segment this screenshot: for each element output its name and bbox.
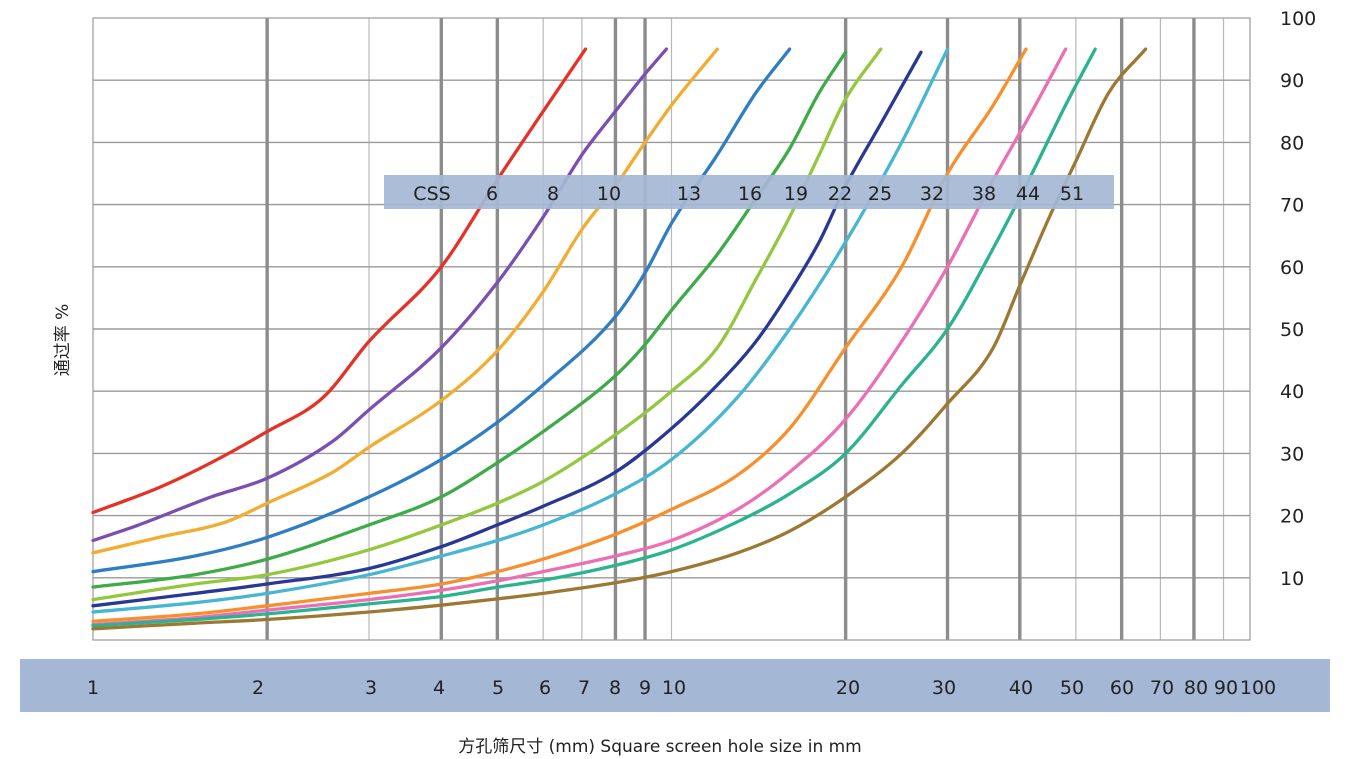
x-tick-label: 9 [639, 677, 651, 699]
x-axis-tick-labels: 1 2 3 4 5 6 7 8 9 10 20 30 40 50 60 70 80 90 100 [87, 677, 1276, 699]
x-tick-label: 5 [492, 677, 504, 699]
x-tick-label: 100 [1240, 677, 1276, 699]
series-line-44 [91, 47, 1097, 628]
x-tick-label: 40 [1009, 677, 1033, 699]
x-axis-title: 方孔筛尺寸 (mm) Square screen hole size in mm [458, 737, 862, 757]
series-line-19 [91, 47, 883, 602]
x-tick-label: 3 [365, 677, 377, 699]
css-size-label: 16 [738, 183, 762, 205]
y-tick-label: 50 [1280, 319, 1304, 341]
series-line-13 [91, 47, 792, 574]
y-tick-label: 90 [1280, 70, 1304, 92]
series-line-32 [91, 47, 1028, 623]
series-line-25 [91, 47, 950, 614]
y-tick-label: 30 [1280, 443, 1304, 465]
y-tick-label: 10 [1280, 568, 1304, 590]
y-tick-label: 40 [1280, 381, 1304, 403]
major-gridlines [265, 18, 1196, 640]
x-tick-label: 80 [1184, 677, 1208, 699]
x-tick-label: 7 [578, 677, 590, 699]
y-tick-label: 80 [1280, 132, 1304, 154]
y-tick-label: 60 [1280, 257, 1304, 279]
css-size-label: 19 [784, 183, 808, 205]
series-line-8 [91, 47, 669, 543]
x-tick-label: 50 [1060, 677, 1084, 699]
css-size-label: 25 [868, 183, 892, 205]
css-legend-band: CSS 6 8 10 13 16 19 22 25 32 38 44 51 [384, 175, 1114, 209]
css-size-label: 44 [1016, 183, 1040, 205]
y-axis-title: 通过率 % [53, 304, 73, 377]
css-size-label: 8 [547, 183, 559, 205]
y-tick-label: 20 [1280, 506, 1304, 528]
css-size-label: 10 [597, 183, 621, 205]
x-tick-label: 70 [1150, 677, 1174, 699]
y-tick-label: 70 [1280, 195, 1304, 217]
x-tick-label: 4 [433, 677, 445, 699]
x-tick-label: 10 [662, 677, 686, 699]
css-band-bg [384, 175, 1114, 209]
css-prefix-label: CSS [413, 183, 450, 205]
y-tick-label: 100 [1280, 8, 1316, 30]
x-tick-label: 60 [1110, 677, 1134, 699]
x-axis-band [20, 659, 1330, 712]
css-size-label: 13 [677, 183, 701, 205]
plot-frame [92, 17, 1251, 641]
x-tick-label: 90 [1214, 677, 1238, 699]
css-size-label: 32 [920, 183, 944, 205]
css-size-label: 22 [828, 183, 852, 205]
y-axis-tick-labels: 10 20 30 40 50 60 70 80 90 100 [1280, 8, 1316, 590]
series-curves [91, 47, 1148, 631]
series-line-51 [91, 47, 1148, 631]
css-size-label: 51 [1060, 183, 1084, 205]
css-size-label: 38 [972, 183, 996, 205]
x-tick-label: 30 [932, 677, 956, 699]
x-tick-label: 2 [252, 677, 264, 699]
x-tick-label: 20 [836, 677, 860, 699]
x-tick-label: 1 [87, 677, 99, 699]
x-tick-label: 6 [539, 677, 551, 699]
css-size-label: 6 [486, 183, 498, 205]
series-line-38 [91, 47, 1068, 627]
series-line-10 [91, 47, 719, 555]
x-tick-label: 8 [609, 677, 621, 699]
series-line-6 [91, 47, 588, 515]
